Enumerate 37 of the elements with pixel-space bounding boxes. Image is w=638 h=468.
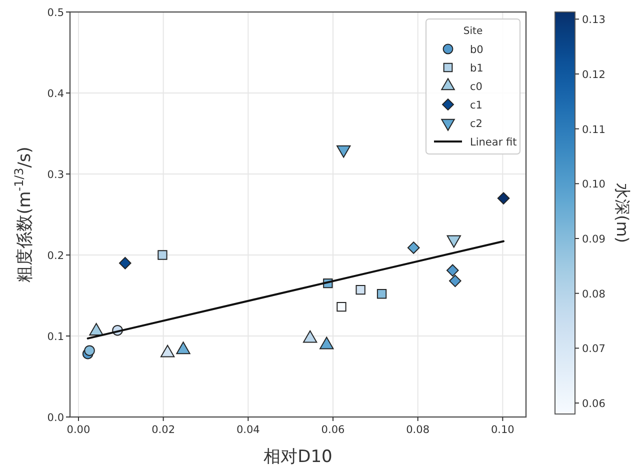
legend-title: Site — [463, 26, 483, 37]
color-bar-label: 0.13 — [582, 14, 606, 26]
x-tick-label: 0.08 — [406, 424, 430, 436]
x-tick-label: 0.02 — [152, 424, 176, 436]
x-tick-label: 0.00 — [66, 424, 90, 436]
color-bar-label: 0.12 — [582, 68, 606, 81]
color-bar-label: 0.10 — [582, 178, 606, 191]
legend-label: c1 — [470, 100, 482, 112]
color-bar-label: 0.08 — [582, 288, 606, 300]
point — [303, 330, 318, 343]
x-tick-label: 0.04 — [236, 424, 260, 436]
point — [158, 250, 168, 260]
point — [176, 342, 190, 354]
y-tick-label: 0.3 — [47, 169, 64, 181]
y-tick-label: 0.1 — [47, 331, 64, 343]
color-bar-label: 0.11 — [582, 124, 606, 136]
x-tick-label: 0.06 — [321, 424, 345, 436]
point — [449, 274, 462, 288]
y-tick-label: 0.5 — [47, 7, 64, 19]
y-tick-label: 0.2 — [47, 250, 64, 262]
x-axis-title: 相对D10 — [264, 447, 332, 467]
color-bar-label: 0.06 — [582, 398, 606, 410]
legend-label: Linear fit — [470, 136, 517, 148]
y-tick-label: 0.4 — [47, 88, 64, 100]
point — [336, 302, 346, 312]
point — [497, 192, 510, 204]
color-bar-title: 水深(m) — [613, 182, 632, 244]
color-bar-label: 0.07 — [582, 343, 606, 356]
legend-label: c0 — [470, 81, 482, 93]
legend-label: c2 — [470, 118, 482, 130]
y-tick-label: 0.0 — [47, 412, 64, 424]
color-bar-label: 0.09 — [582, 234, 606, 246]
legend-label: b1 — [470, 62, 484, 74]
legend-label: b0 — [470, 44, 484, 56]
point — [446, 264, 459, 277]
point — [119, 256, 132, 270]
x-tick-label: 0.10 — [490, 424, 514, 436]
